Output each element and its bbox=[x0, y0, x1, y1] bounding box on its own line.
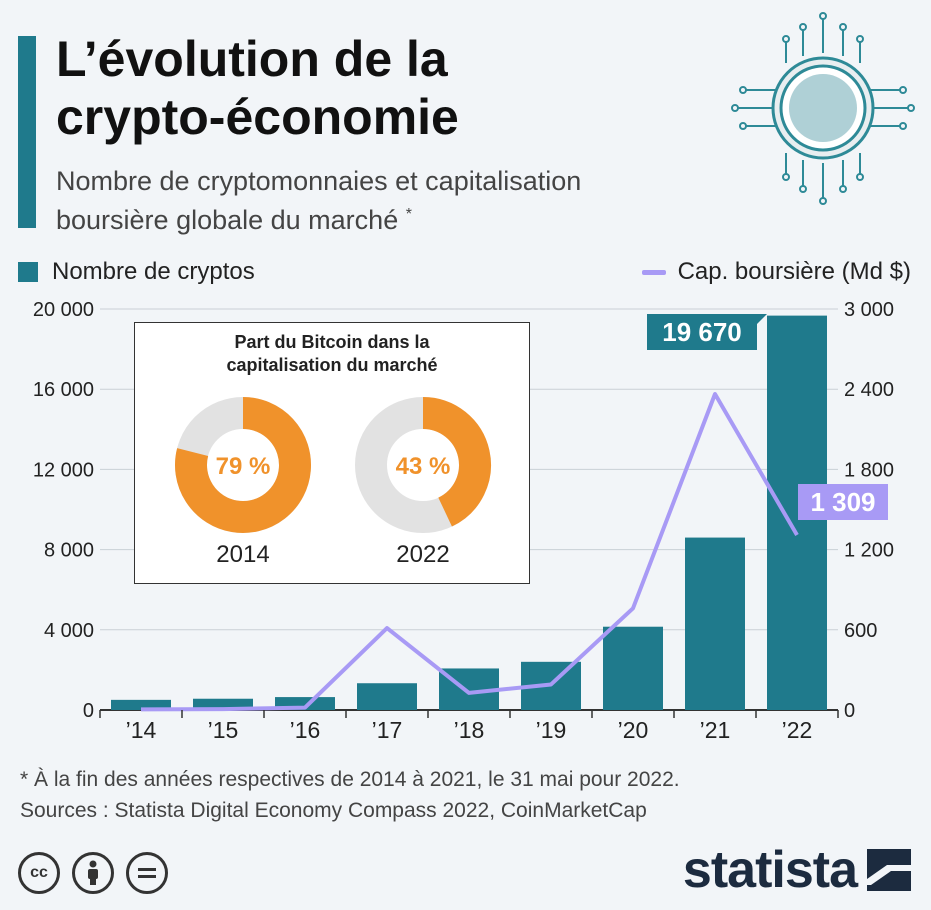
donut-year-2022: 2022 bbox=[396, 541, 450, 568]
bar bbox=[193, 698, 253, 710]
x-tick-label: ’15 bbox=[208, 717, 239, 743]
left-tick-label: 20 000 bbox=[33, 299, 94, 321]
title-line-1: L’évolution de la bbox=[56, 31, 448, 87]
bitcoin-share-inset: Part du Bitcoin dans la capitalisation d… bbox=[134, 322, 530, 584]
inset-title: Part du Bitcoin dans la capitalisation d… bbox=[135, 331, 529, 377]
legend-bars-swatch bbox=[18, 262, 38, 282]
donut-2014: 79 % bbox=[175, 397, 311, 533]
combo-chart: 0 4 000 8 000 12 000 16 000 20 000 0 600 1 200 1… bbox=[33, 299, 894, 743]
subtitle-footnote-mark: * bbox=[405, 206, 412, 223]
donut-bitcoin-slice bbox=[175, 397, 311, 533]
x-tick-label: ’16 bbox=[290, 717, 321, 743]
line-value-callout: 1 309 bbox=[798, 484, 888, 520]
chart-line bbox=[140, 392, 799, 712]
inset-title-line-1: Part du Bitcoin dans la bbox=[234, 332, 430, 352]
subtitle-line-1: Nombre de cryptomonnaies et capitalisati… bbox=[56, 166, 582, 196]
donut-value-label: 79 % bbox=[216, 453, 271, 480]
cc-icon: cc bbox=[18, 852, 60, 894]
donut-bitcoin-slice bbox=[422, 397, 491, 527]
page-title: L’évolution de la crypto-économie bbox=[56, 30, 676, 146]
right-tick-label: 1 800 bbox=[844, 459, 894, 481]
x-tick-label: ’21 bbox=[700, 717, 731, 743]
left-tick-label: 12 000 bbox=[33, 459, 94, 481]
attribution-icon bbox=[72, 852, 114, 894]
x-axis-ticks: ’14 ’15 ’16 ’17 ’18 ’19 ’20 ’21 ’22 bbox=[99, 710, 839, 743]
no-derivatives-icon bbox=[126, 852, 168, 894]
legend-line: Cap. boursière (Md $) bbox=[641, 258, 911, 285]
right-tick-label: 0 bbox=[844, 700, 855, 722]
donut-value-label: 43 % bbox=[396, 453, 451, 480]
left-tick-label: 16 000 bbox=[33, 379, 94, 401]
subtitle: Nombre de cryptomonnaies et capitalisati… bbox=[56, 164, 736, 237]
bar bbox=[111, 699, 171, 710]
title-line-2: crypto-économie bbox=[56, 89, 459, 145]
statista-logo: statista bbox=[683, 840, 911, 900]
x-tick-label: ’20 bbox=[618, 717, 649, 743]
right-tick-label: 1 200 bbox=[844, 540, 894, 562]
license-icons: cc bbox=[18, 852, 168, 894]
donut-2022: 43 % bbox=[355, 397, 491, 533]
right-tick-label: 600 bbox=[844, 620, 877, 642]
subtitle-line-2: boursière globale du marché bbox=[56, 205, 399, 235]
legend-line-label: Cap. boursière (Md $) bbox=[677, 258, 911, 285]
right-tick-label: 3 000 bbox=[844, 299, 894, 321]
title-accent-bar bbox=[18, 36, 36, 228]
crypto-chip-icon bbox=[731, 12, 915, 205]
footnote-sources: Sources : Statista Digital Economy Compa… bbox=[20, 799, 647, 822]
statista-wordmark: statista bbox=[682, 841, 858, 899]
bar bbox=[357, 683, 417, 710]
bar bbox=[685, 537, 745, 710]
footnote: * À la fin des années respectives de 201… bbox=[20, 764, 680, 826]
subtitle-line-2-wrap: boursière globale du marché * bbox=[56, 198, 736, 237]
legend-bars-label: Nombre de cryptos bbox=[52, 258, 255, 285]
bar-value-callout: 19 670 bbox=[647, 314, 767, 350]
x-tick-label: ’19 bbox=[536, 717, 567, 743]
right-tick-label: 2 400 bbox=[844, 379, 894, 401]
bar bbox=[603, 626, 663, 710]
x-tick-label: ’14 bbox=[126, 717, 157, 743]
x-tick-label: ’22 bbox=[782, 717, 813, 743]
left-tick-label: 0 bbox=[83, 700, 94, 722]
inset-title-line-2: capitalisation du marché bbox=[226, 355, 438, 375]
donut-year-2014: 2014 bbox=[216, 541, 270, 568]
x-tick-label: ’18 bbox=[454, 717, 485, 743]
left-axis-ticks: 0 4 000 8 000 12 000 16 000 20 000 bbox=[33, 299, 94, 722]
left-tick-label: 8 000 bbox=[44, 540, 94, 562]
right-axis-ticks: 0 600 1 200 1 800 2 400 3 000 bbox=[844, 299, 894, 722]
footnote-note: * À la fin des années respectives de 201… bbox=[20, 768, 680, 791]
legend-line-swatch bbox=[641, 269, 666, 275]
left-tick-label: 4 000 bbox=[44, 620, 94, 642]
x-tick-label: ’17 bbox=[372, 717, 403, 743]
statista-logo-icon bbox=[867, 849, 911, 891]
legend-bars: Nombre de cryptos bbox=[18, 258, 255, 285]
